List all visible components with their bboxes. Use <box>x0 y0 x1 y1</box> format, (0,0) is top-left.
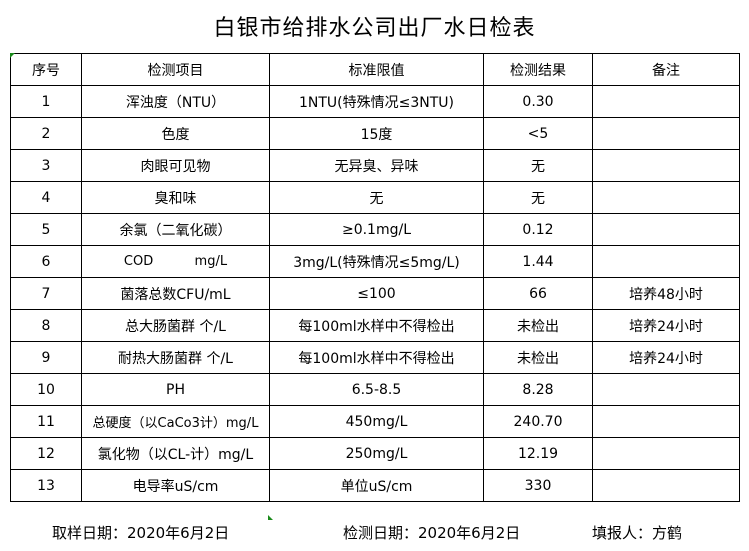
test-item-cell: 耐热大肠菌群 个/L <box>81 341 270 374</box>
test-item-cell: 菌落总数CFU/mL <box>81 277 270 310</box>
column-header: 检测结果 <box>483 53 593 86</box>
test-item-cell: PH <box>81 373 270 406</box>
row-number-cell: 1 <box>10 85 82 118</box>
remark-cell <box>592 437 740 470</box>
test-item-cell: 臭和味 <box>81 181 270 214</box>
standard-limit-cell: 无 <box>269 181 484 214</box>
table-row: 10 PH 6.5-8.5 8.28 <box>10 373 740 406</box>
remark-cell <box>592 373 740 406</box>
test-result-cell: 12.19 <box>483 437 593 470</box>
page-title: 白银市给排水公司出厂水日检表 <box>213 16 536 41</box>
table-row: 8 总大肠菌群 个/L 每100ml水样中不得检出 未检出 培养24小时 <box>10 309 740 342</box>
column-header: 备注 <box>592 53 740 86</box>
column-header: 标准限值 <box>269 53 484 86</box>
table-row: 13 电导率uS/cm 单位uS/cm 330 <box>10 469 740 502</box>
test-item-cell: 浑浊度（NTU） <box>81 85 270 118</box>
test-result-cell: 240.70 <box>483 405 593 438</box>
table-row: 2 色度 15度 <5 <box>10 117 740 150</box>
test-result-cell: 1.44 <box>483 245 593 278</box>
table-row: 3 肉眼可见物 无异臭、异味无 <box>10 149 740 182</box>
remark-cell <box>592 405 740 438</box>
test-item-cell: 余氯（二氧化碳） <box>81 213 270 246</box>
remark-cell <box>592 245 740 278</box>
standard-limit-cell: 3mg/L(特殊情况≤5mg/L) <box>269 245 484 278</box>
remark-cell <box>592 469 740 502</box>
standard-limit-cell: ≤100 <box>269 277 484 310</box>
header-row: 序号 检测项目 标准限值 检测结果 备注 <box>10 53 740 86</box>
row-number-cell: 10 <box>10 373 82 406</box>
row-number-cell: 3 <box>10 149 82 182</box>
filled-by: 填报人：方鹤 <box>592 524 683 542</box>
cell-corner-marker <box>268 515 273 520</box>
remark-cell <box>592 213 740 246</box>
column-header: 检测项目 <box>81 53 270 86</box>
remark-cell <box>592 85 740 118</box>
standard-limit-cell: 6.5-8.5 <box>269 373 484 406</box>
table-row: 9 耐热大肠菌群 个/L 每100ml水样中不得检出 未检出 培养24小时 <box>10 341 740 374</box>
test-result-cell: 无 <box>483 149 593 182</box>
test-item-cell: 氯化物（以CL-计）mg/L <box>81 437 270 470</box>
row-number-cell: 12 <box>10 437 82 470</box>
standard-limit-cell: 单位uS/cm <box>269 469 484 502</box>
table-row: 11 总硬度（以CaCo3计）mg/L 450mg/L 240.70 <box>10 405 740 438</box>
test-result-cell: 330 <box>483 469 593 502</box>
test-item-cell: 色度 <box>81 117 270 150</box>
test-result-cell: 66 <box>483 277 593 310</box>
test-result-cell: 未检出 <box>483 309 593 342</box>
test-item-cell: 总大肠菌群 个/L <box>81 309 270 342</box>
remark-cell: 培养24小时 <box>592 341 740 374</box>
test-date: 检测日期：2020年6月2日 <box>343 524 521 542</box>
table-row: 12 氯化物（以CL-计）mg/L 250mg/L 12.19 <box>10 437 740 470</box>
test-result-cell: 0.12 <box>483 213 593 246</box>
test-result-cell: 无 <box>483 181 593 214</box>
test-item-cell: 电导率uS/cm <box>81 469 270 502</box>
standard-limit-cell: 1NTU(特殊情况≤3NTU) <box>269 85 484 118</box>
test-result-cell: 0.30 <box>483 85 593 118</box>
standard-limit-cell: 15度 <box>269 117 484 150</box>
inspection-table: 序号 检测项目 标准限值 检测结果 备注 1 浑浊度（NTU） 1NTU(特殊情况≤3NTU… <box>10 53 740 502</box>
table-row: 4 臭和味无无 <box>10 181 740 214</box>
column-header: 序号 <box>10 53 82 86</box>
sampling-date: 取样日期：2020年6月2日 <box>52 524 230 542</box>
standard-limit-cell: 450mg/L <box>269 405 484 438</box>
row-number-cell: 2 <box>10 117 82 150</box>
row-number-cell: 7 <box>10 277 82 310</box>
table-row: 5 余氯（二氧化碳） ≥0.1mg/L 0.12 <box>10 213 740 246</box>
standard-limit-cell: 250mg/L <box>269 437 484 470</box>
row-number-cell: 11 <box>10 405 82 438</box>
row-number-cell: 8 <box>10 309 82 342</box>
remark-cell <box>592 117 740 150</box>
row-number-cell: 5 <box>10 213 82 246</box>
remark-cell: 培养48小时 <box>592 277 740 310</box>
standard-limit-cell: 无异臭、异味 <box>269 149 484 182</box>
remark-cell <box>592 181 740 214</box>
test-item-cell: 肉眼可见物 <box>81 149 270 182</box>
row-number-cell: 13 <box>10 469 82 502</box>
row-number-cell: 4 <box>10 181 82 214</box>
standard-limit-cell: 每100ml水样中不得检出 <box>269 341 484 374</box>
table-row: 6 COD mg/L 3mg/L(特殊情况≤5mg/L) 1.44 <box>10 245 740 278</box>
test-result-cell: 8.28 <box>483 373 593 406</box>
row-number-cell: 6 <box>10 245 82 278</box>
table-row: 7 菌落总数CFU/mL ≤100 66 培养48小时 <box>10 277 740 310</box>
test-result-cell: <5 <box>483 117 593 150</box>
standard-limit-cell: 每100ml水样中不得检出 <box>269 309 484 342</box>
test-item-cell: 总硬度（以CaCo3计）mg/L <box>81 405 270 438</box>
standard-limit-cell: ≥0.1mg/L <box>269 213 484 246</box>
remark-cell <box>592 149 740 182</box>
test-result-cell: 未检出 <box>483 341 593 374</box>
test-item-cell: COD mg/L <box>81 245 270 278</box>
cell-corner-marker <box>10 53 15 58</box>
remark-cell: 培养24小时 <box>592 309 740 342</box>
table-row: 1 浑浊度（NTU） 1NTU(特殊情况≤3NTU) 0.30 <box>10 85 740 118</box>
row-number-cell: 9 <box>10 341 82 374</box>
